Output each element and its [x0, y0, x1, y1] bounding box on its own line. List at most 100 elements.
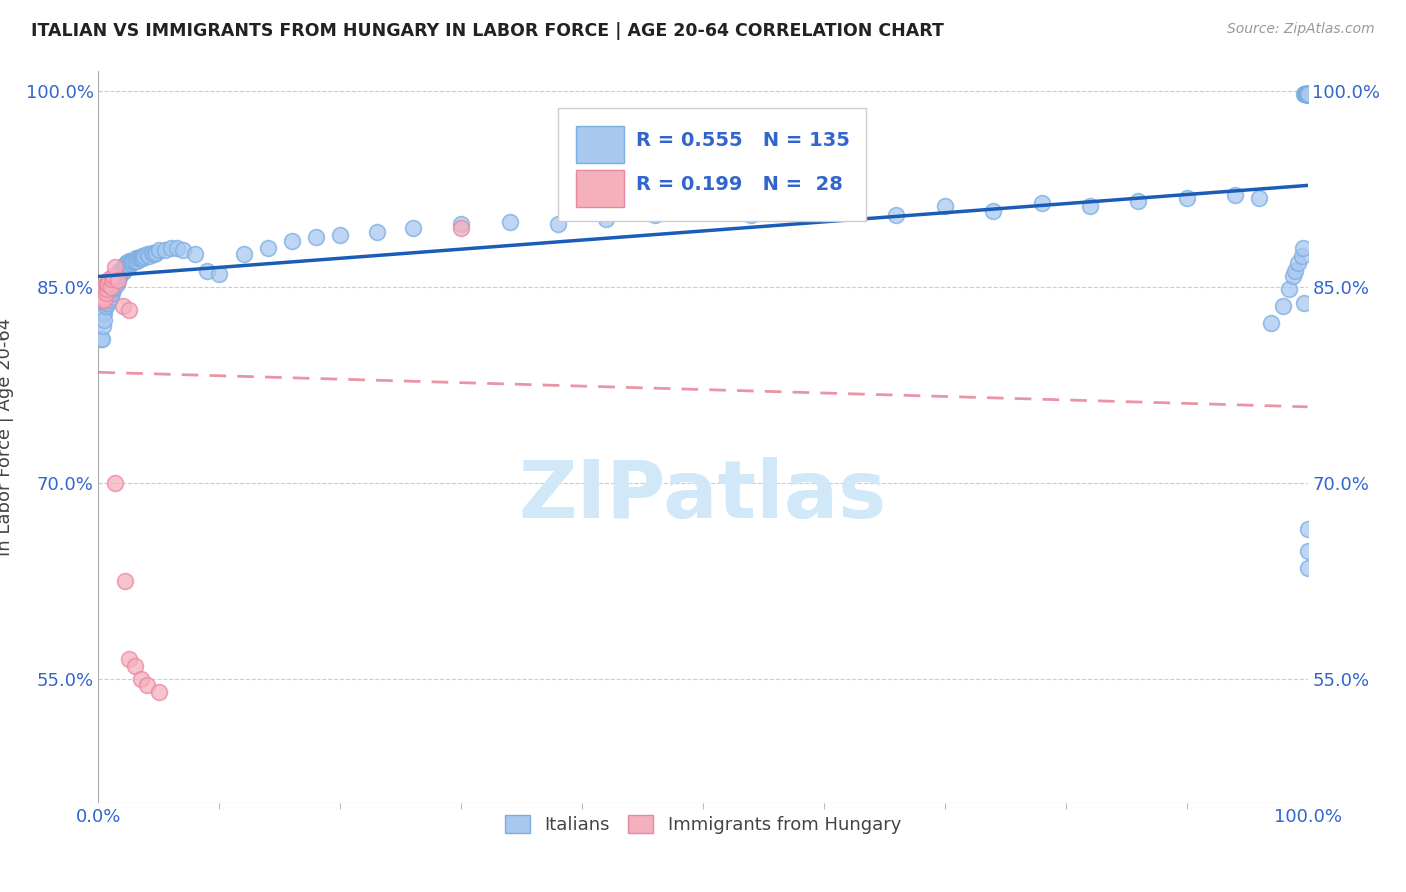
FancyBboxPatch shape	[576, 126, 624, 163]
Point	[90, 332, 112, 346]
Point	[1295, 87, 1317, 101]
Point	[96, 283, 118, 297]
Point	[91, 283, 114, 297]
Point	[1294, 87, 1316, 101]
Point	[981, 204, 1004, 219]
Point	[1284, 264, 1306, 278]
Point	[153, 244, 176, 258]
Point	[100, 280, 122, 294]
Legend: Italians, Immigrants from Hungary: Italians, Immigrants from Hungary	[498, 808, 908, 841]
Text: R = 0.199   N =  28: R = 0.199 N = 28	[637, 175, 844, 194]
Point	[1282, 269, 1305, 284]
Point	[97, 290, 120, 304]
Point	[96, 293, 118, 307]
Point	[141, 246, 163, 260]
FancyBboxPatch shape	[558, 108, 866, 221]
Point	[91, 293, 114, 307]
Point	[110, 267, 132, 281]
Point	[104, 273, 127, 287]
Point	[1272, 300, 1295, 314]
Point	[1296, 87, 1319, 101]
Point	[166, 241, 188, 255]
Point	[94, 286, 117, 301]
Point	[145, 246, 167, 260]
Point	[1296, 560, 1319, 574]
Point	[108, 269, 131, 284]
Point	[132, 251, 155, 265]
Point	[93, 306, 115, 320]
Point	[118, 259, 141, 273]
Point	[1292, 87, 1315, 101]
Point	[1296, 87, 1319, 101]
Point	[100, 283, 122, 297]
Point	[135, 678, 157, 692]
Point	[1260, 317, 1282, 331]
Point	[692, 204, 714, 219]
Point	[129, 251, 152, 265]
Point	[1296, 87, 1319, 101]
Text: ZIPatlas: ZIPatlas	[519, 457, 887, 534]
Point	[100, 280, 122, 294]
Point	[105, 273, 128, 287]
Point	[134, 248, 156, 262]
Point	[96, 293, 118, 307]
Point	[1128, 194, 1150, 208]
Point	[100, 286, 122, 301]
Point	[1296, 87, 1319, 101]
Point	[93, 312, 115, 326]
Point	[118, 652, 141, 666]
Point	[101, 283, 124, 297]
Point	[1278, 283, 1301, 297]
Point	[305, 230, 328, 244]
Point	[124, 253, 146, 268]
Point	[110, 264, 132, 278]
Point	[740, 208, 762, 222]
Point	[1295, 87, 1317, 101]
Point	[122, 253, 145, 268]
Point	[117, 259, 139, 273]
Point	[111, 300, 134, 314]
Point	[108, 267, 131, 281]
Point	[131, 248, 153, 262]
Point	[98, 272, 121, 286]
Point	[1031, 196, 1053, 211]
Point	[143, 247, 166, 261]
Point	[108, 267, 131, 281]
Point	[115, 260, 138, 275]
Point	[1249, 191, 1271, 205]
Point	[1296, 87, 1319, 101]
Point	[498, 214, 520, 228]
Point	[547, 217, 569, 231]
Point	[208, 267, 231, 281]
Point	[101, 269, 124, 284]
Point	[127, 253, 149, 268]
Point	[118, 303, 141, 318]
Point	[114, 259, 136, 273]
Point	[1296, 87, 1319, 101]
Point	[98, 293, 121, 307]
Point	[1292, 295, 1315, 310]
Point	[111, 260, 134, 275]
Point	[934, 199, 956, 213]
Point	[100, 283, 122, 297]
Point	[160, 241, 183, 255]
Point	[1291, 248, 1313, 262]
Point	[138, 248, 160, 262]
Point	[1296, 521, 1319, 535]
Point	[93, 293, 115, 307]
Point	[101, 277, 124, 292]
Point	[184, 247, 207, 261]
Text: ITALIAN VS IMMIGRANTS FROM HUNGARY IN LABOR FORCE | AGE 20-64 CORRELATION CHART: ITALIAN VS IMMIGRANTS FROM HUNGARY IN LA…	[31, 22, 943, 40]
Point	[1296, 87, 1319, 101]
Point	[91, 319, 114, 334]
Point	[104, 475, 127, 490]
Point	[96, 277, 118, 292]
Point	[103, 280, 125, 294]
Point	[837, 199, 859, 213]
Point	[104, 277, 127, 292]
Point	[644, 208, 666, 222]
Point	[195, 264, 218, 278]
Point	[125, 251, 148, 265]
Point	[789, 202, 811, 216]
Point	[1286, 256, 1309, 270]
